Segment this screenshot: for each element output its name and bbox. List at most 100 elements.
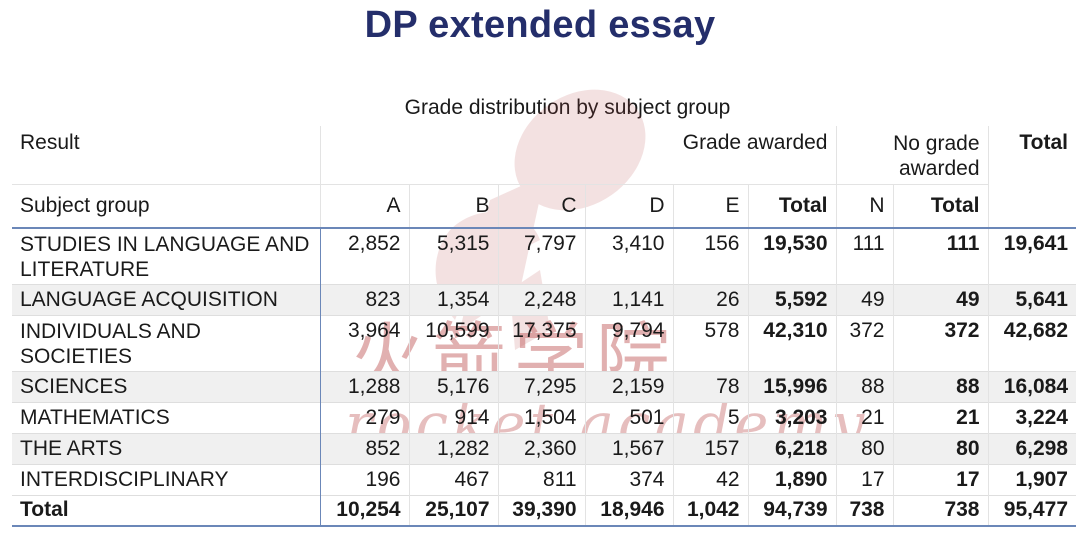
row-label: INTERDISCIPLINARY [12,463,320,495]
cell-c: 7,797 [497,227,585,284]
cell-c: 17,375 [497,314,585,371]
cell-c: 1,504 [497,401,585,433]
table-row: STUDIES IN LANGUAGE AND LITERATURE 2,852… [12,227,1076,284]
cell-total: 19,641 [987,227,1076,284]
col-header-grade-total: Total [747,183,836,228]
cell-d: 9,794 [584,314,673,371]
cell-d: 1,567 [584,432,673,464]
page-title: DP extended essay [364,4,716,46]
cell-no-grade-total: 49 [892,283,988,315]
grand-total: 95,477 [987,494,1076,526]
cell-a: 2,852 [319,227,409,284]
cell-a: 279 [319,401,409,433]
cell-b: 914 [408,401,498,433]
cell-a: 823 [319,283,409,315]
row-label: STUDIES IN LANGUAGE AND LITERATURE [12,227,320,284]
cell-e: 26 [672,283,748,315]
total-d: 18,946 [584,494,673,526]
cell-b: 10,599 [408,314,498,371]
cell-d: 2,159 [584,370,673,402]
cell-b: 1,282 [408,432,498,464]
table-row: SCIENCES 1,288 5,176 7,295 2,159 78 15,9… [12,370,1076,402]
col-header-c: C [497,183,585,228]
cell-c: 2,360 [497,432,585,464]
cell-n: 88 [835,370,893,402]
total-grade-total: 94,739 [747,494,836,526]
result-header: Result [20,131,80,154]
grade-awarded-header: Grade awarded [319,126,836,184]
table-caption: Grade distribution by subject group [404,96,731,119]
table-row: INTERDISCIPLINARY 196 467 811 374 42 1,8… [12,463,1076,495]
cell-e: 5 [672,401,748,433]
cell-b: 5,315 [408,227,498,284]
col-header-blank [987,184,1076,228]
cell-n: 49 [835,283,893,315]
cell-d: 1,141 [584,283,673,315]
cell-c: 811 [497,463,585,495]
total-b: 25,107 [408,494,498,526]
cell-b: 5,176 [408,370,498,402]
cell-no-grade-total: 372 [892,314,988,371]
row-label: THE ARTS [12,432,320,464]
table-row: MATHEMATICS 279 914 1,504 501 5 3,203 21… [12,401,1076,433]
row-label: LANGUAGE ACQUISITION [12,283,320,315]
cell-a: 3,964 [319,314,409,371]
header-row-1: Result Grade awarded No grade awarded To… [12,126,1076,184]
total-c: 39,390 [497,494,585,526]
col-header-a: A [319,183,409,228]
cell-no-grade-total: 111 [892,227,988,284]
cell-total: 42,682 [987,314,1076,371]
cell-d: 374 [584,463,673,495]
cell-total: 6,298 [987,432,1076,464]
row-label: INDIVIDUALS AND SOCIETIES [12,314,320,371]
cell-total: 3,224 [987,401,1076,433]
cell-grade-total: 3,203 [747,401,836,433]
header-row-2: Subject group A B C D E Total N Total [12,183,1076,228]
total-n: 738 [835,494,893,526]
cell-no-grade-total: 17 [892,463,988,495]
total-a: 10,254 [319,494,409,526]
cell-n: 372 [835,314,893,371]
cell-total: 5,641 [987,283,1076,315]
cell-no-grade-total: 80 [892,432,988,464]
col-header-b: B [408,183,498,228]
subject-group-header: Subject group [12,183,320,228]
cell-b: 1,354 [408,283,498,315]
cell-n: 80 [835,432,893,464]
cell-e: 156 [672,227,748,284]
cell-n: 111 [835,227,893,284]
grade-distribution-table: Result Grade awarded No grade awarded To… [12,126,1076,527]
row-label: SCIENCES [12,370,320,402]
no-grade-awarded-header: No grade awarded [835,126,988,184]
cell-no-grade-total: 21 [892,401,988,433]
cell-c: 7,295 [497,370,585,402]
total-header: Total [987,126,1076,184]
table-row: LANGUAGE ACQUISITION 823 1,354 2,248 1,1… [12,283,1076,315]
cell-grade-total: 5,592 [747,283,836,315]
cell-e: 42 [672,463,748,495]
cell-n: 21 [835,401,893,433]
totals-label: Total [12,494,320,526]
cell-e: 578 [672,314,748,371]
cell-a: 196 [319,463,409,495]
table-row: THE ARTS 852 1,282 2,360 1,567 157 6,218… [12,432,1076,464]
cell-total: 16,084 [987,370,1076,402]
col-header-e: E [672,183,748,228]
cell-grade-total: 6,218 [747,432,836,464]
cell-grade-total: 15,996 [747,370,836,402]
cell-grade-total: 42,310 [747,314,836,371]
row-label: MATHEMATICS [12,401,320,433]
total-e: 1,042 [672,494,748,526]
cell-n: 17 [835,463,893,495]
col-header-n: N [835,183,893,228]
col-header-d: D [584,183,673,228]
cell-d: 501 [584,401,673,433]
cell-b: 467 [408,463,498,495]
cell-a: 1,288 [319,370,409,402]
table-row: INDIVIDUALS AND SOCIETIES 3,964 10,599 1… [12,314,1076,371]
cell-a: 852 [319,432,409,464]
cell-no-grade-total: 88 [892,370,988,402]
cell-e: 157 [672,432,748,464]
cell-e: 78 [672,370,748,402]
total-no-grade-total: 738 [892,494,988,526]
